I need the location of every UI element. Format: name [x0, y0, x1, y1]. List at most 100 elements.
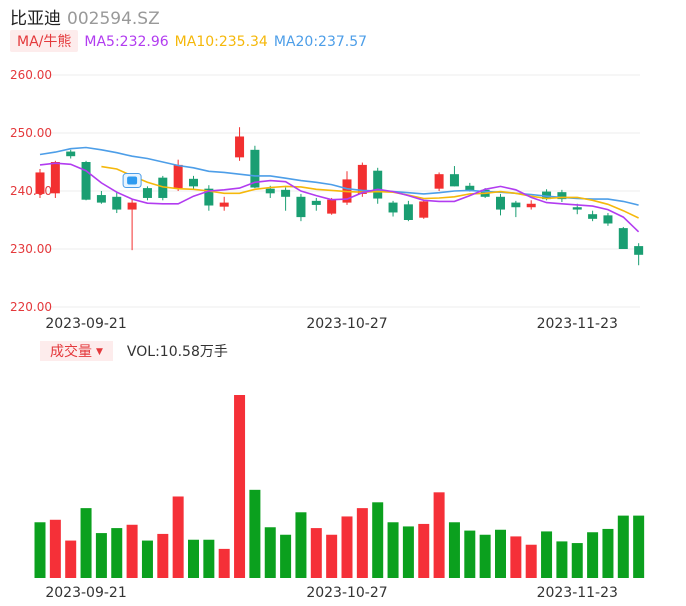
volume-bar	[571, 543, 583, 578]
candle-body	[373, 170, 383, 199]
volume-bar	[141, 540, 153, 578]
ma10-line	[101, 165, 639, 219]
volume-bar	[203, 539, 215, 578]
volume-indicator-selector[interactable]: 成交量 ▼	[40, 341, 113, 361]
price-tick-label: 220.00	[10, 300, 52, 314]
candle-body	[127, 202, 137, 210]
candle-body	[112, 196, 122, 210]
volume-bar	[387, 522, 399, 578]
price-tick-label: 260.00	[10, 68, 52, 82]
volume-bar	[326, 534, 338, 578]
volume-bar	[295, 512, 307, 578]
candle-body	[66, 151, 76, 157]
caret-down-icon: ▼	[96, 347, 103, 357]
price-date-label: 2023-09-21	[45, 316, 126, 332]
candle-body	[81, 162, 91, 200]
price-date-label: 2023-10-27	[306, 316, 387, 332]
candle-body	[511, 202, 521, 208]
candle-body	[542, 191, 552, 200]
candle-body	[235, 136, 245, 158]
candle-body	[572, 207, 582, 210]
stock-name: 比亚迪	[10, 9, 61, 29]
candle-body	[557, 192, 567, 200]
volume-value: VOL:10.58万手	[126, 344, 228, 360]
volume-bar	[633, 515, 645, 578]
volume-date-label: 2023-09-21	[45, 585, 126, 601]
candle-body	[96, 195, 106, 203]
candle-body	[35, 172, 45, 194]
volume-bar	[218, 548, 230, 578]
candle-body	[496, 196, 505, 210]
volume-bar	[310, 528, 322, 578]
candle-body	[388, 202, 398, 213]
volume-bar	[479, 534, 491, 578]
candle-body	[219, 202, 229, 207]
volume-bar	[418, 523, 430, 578]
price-date-label: 2023-11-23	[537, 316, 618, 332]
stock-header: 比亚迪 002594.SZ	[10, 4, 160, 29]
volume-bar	[510, 536, 522, 578]
ma-indicator-selector[interactable]: MA/牛熊	[10, 30, 79, 52]
candle-body	[434, 174, 444, 189]
candle-body	[327, 199, 337, 214]
candle-body	[50, 162, 60, 194]
volume-bar	[249, 489, 261, 578]
candle-body	[158, 177, 168, 198]
volume-bar	[280, 534, 292, 578]
volume-legend: 成交量 ▼ VOL:10.58万手	[40, 341, 228, 361]
price-tick-label: 230.00	[10, 242, 52, 256]
candle-body	[311, 200, 321, 205]
candle-body	[265, 188, 275, 194]
volume-bar	[495, 529, 506, 578]
candle-body	[357, 164, 367, 194]
volume-indicator-label: 成交量	[50, 344, 92, 360]
candle-body	[189, 178, 198, 187]
volume-bar	[617, 515, 629, 578]
volume-bar	[126, 524, 138, 578]
volume-bar	[157, 533, 169, 578]
volume-bar	[402, 526, 414, 578]
volume-bar	[172, 496, 184, 578]
event-marker-icon	[127, 176, 138, 185]
volume-bar	[372, 502, 384, 578]
price-tick-label: 240.00	[10, 184, 52, 198]
volume-bar	[80, 508, 92, 578]
stock-code: 002594.SZ	[67, 9, 160, 29]
volume-bar	[49, 519, 61, 578]
ma20-value: MA20:237.57	[273, 34, 368, 50]
candle-body	[634, 246, 644, 255]
candle-body	[588, 214, 598, 219]
volume-bar	[587, 532, 599, 578]
volume-bar	[188, 539, 199, 578]
ma5-value: MA5:232.96	[84, 34, 169, 50]
candle-body	[204, 188, 214, 206]
volume-date-label: 2023-10-27	[306, 585, 387, 601]
ma10-value: MA10:235.34	[174, 34, 268, 50]
price-tick-label: 250.00	[10, 126, 52, 140]
candle-body	[142, 188, 152, 198]
volume-bar	[448, 522, 460, 578]
volume-bar	[541, 531, 553, 578]
volume-bar	[95, 533, 107, 578]
candle-body	[603, 215, 613, 224]
candle-body	[419, 201, 429, 218]
volume-bar	[433, 492, 445, 578]
volume-bar	[556, 541, 568, 578]
volume-bar	[264, 527, 276, 578]
candle-body	[250, 149, 260, 188]
ma-legend: MA/牛熊 MA5:232.96 MA10:235.34 MA20:237.57	[10, 30, 367, 54]
candle-body	[465, 185, 475, 191]
volume-bar	[525, 544, 537, 578]
volume-bar	[602, 528, 614, 578]
candle-body	[173, 164, 183, 189]
candle-body	[526, 203, 536, 208]
candle-body	[281, 189, 291, 197]
volume-bar	[65, 540, 77, 578]
candle-body	[296, 196, 306, 218]
volume-date-label: 2023-11-23	[537, 585, 618, 601]
volume-bar	[34, 522, 46, 578]
volume-bar	[464, 530, 476, 578]
volume-bar	[341, 516, 353, 578]
volume-bar	[356, 508, 368, 578]
